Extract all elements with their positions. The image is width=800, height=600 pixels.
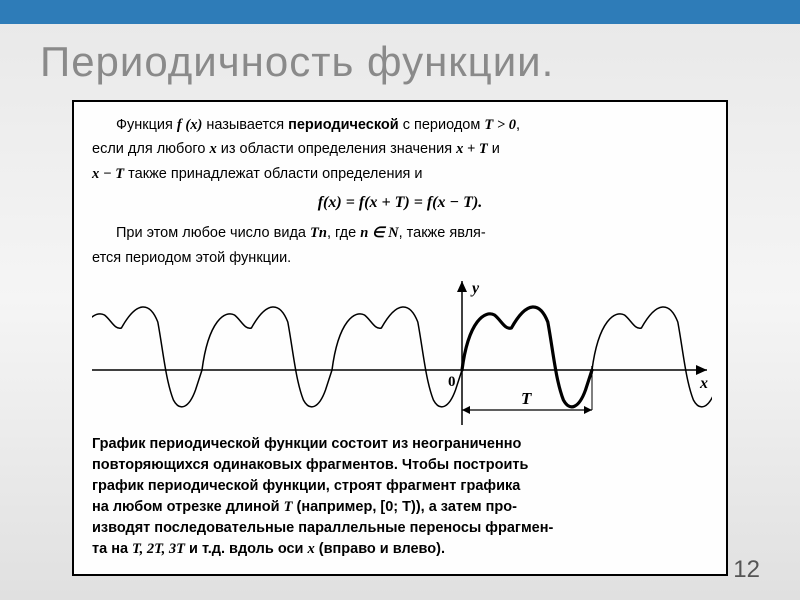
t: та на (92, 541, 132, 557)
t: из области определения значения (217, 141, 456, 157)
interval: [0; T) (380, 499, 415, 515)
svg-text:T: T (521, 389, 532, 408)
periodic-word: периодической (288, 117, 399, 133)
cap-l2: повторяющихся одинаковых фрагментов. Что… (92, 455, 708, 476)
t: также принадлежат области определения и (124, 166, 422, 182)
t: , также явля- (399, 225, 486, 241)
x: x (209, 141, 216, 157)
formula: f(x) = f(x + T) = f(x − T). (92, 191, 708, 216)
xT: x + T (456, 141, 488, 157)
graph-caption: График периодической функции состоит из … (92, 434, 708, 560)
x: x (308, 541, 315, 557)
periodic-graph: y x 0 T (92, 275, 708, 430)
page-number: 12 (733, 556, 760, 584)
t: ется периодом этой функции. (92, 250, 291, 266)
cap-l5: изводят последовательные параллельные пе… (92, 518, 708, 539)
t: если для любого (92, 141, 209, 157)
t: называется (202, 117, 288, 133)
page-title: Периодичность функции. (0, 24, 800, 94)
fx: f (x) (177, 117, 202, 133)
t: (например, (292, 499, 380, 515)
t: и (488, 141, 500, 157)
t: с периодом (399, 117, 485, 133)
xmT: x − T (92, 166, 124, 182)
t: (вправо и влево). (315, 541, 445, 557)
t: ), а затем про- (416, 499, 517, 515)
t: При этом любое число вида (116, 225, 310, 241)
nN: n ∈ N (360, 225, 398, 241)
cap-l1: График периодической функции состоит из … (92, 434, 708, 455)
cap-l3: график периодической функции, строят фра… (92, 476, 708, 497)
definition-text: Функция f (x) называется периодической с… (92, 114, 708, 269)
t: и т.д. вдоль оси (185, 541, 308, 557)
svg-text:y: y (470, 280, 480, 297)
Tn: Tn (310, 225, 327, 241)
definition-box: Функция f (x) называется периодической с… (72, 100, 728, 576)
Tlist: T, 2T, 3T (132, 541, 185, 557)
t: на любом отрезке длиной (92, 499, 284, 515)
T0: T > 0 (484, 117, 516, 133)
t: Функция (116, 117, 177, 133)
t: , (516, 117, 520, 133)
top-bar (0, 0, 800, 24)
svg-text:x: x (699, 375, 708, 392)
svg-text:0: 0 (448, 374, 456, 390)
t: , где (327, 225, 360, 241)
